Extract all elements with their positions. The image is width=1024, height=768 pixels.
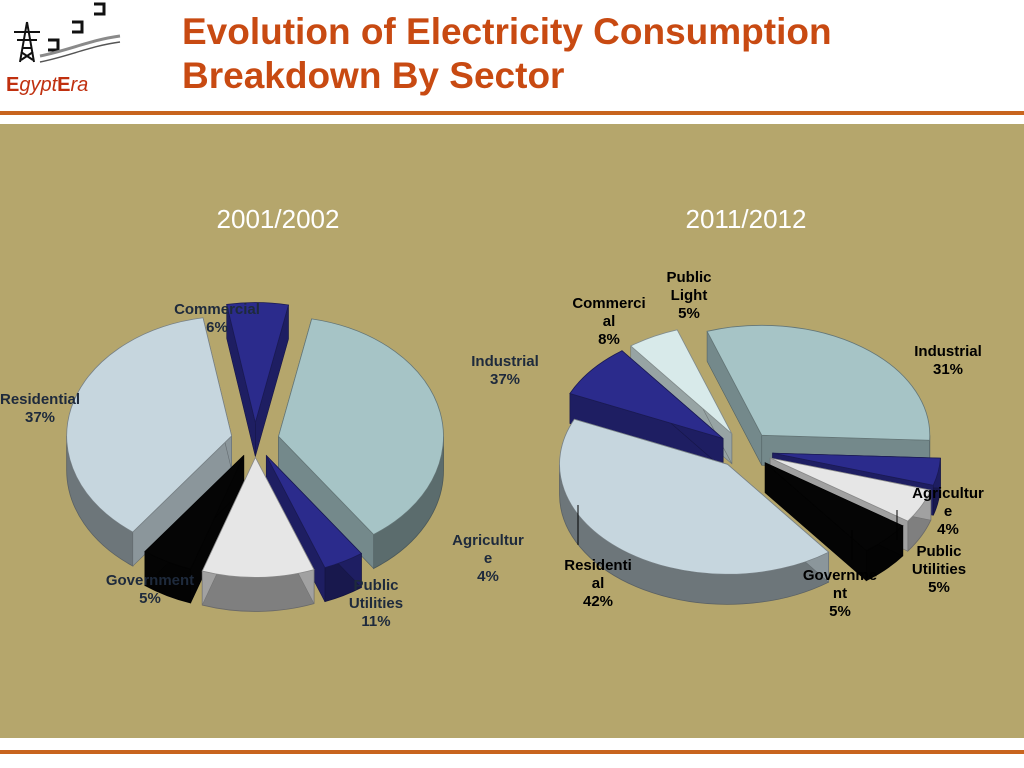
slice-top (201, 456, 315, 578)
label-commercial: Commerci al 8% (572, 295, 645, 348)
pie-chart-2011-2012: 2011/2012 Public Light 5% Industrial 31% Agric… (559, 204, 984, 620)
slice-top (66, 317, 233, 533)
logo-graphic (14, 2, 121, 63)
slice-top (265, 455, 363, 569)
label-residential: Residential 37% (0, 391, 80, 426)
label-agriculture: Agricultur e 4% (912, 485, 984, 538)
label-public-utilities: Public Utilities 11% (349, 577, 403, 630)
slice-commercial (569, 350, 724, 470)
label-public-light: Public Light 5% (666, 269, 711, 322)
chart-title: 2001/2002 (217, 204, 340, 234)
slice-top (144, 455, 245, 570)
slice-top (559, 418, 830, 575)
slice-top (769, 457, 932, 522)
slice-top (630, 329, 733, 435)
egyptera-logo: EgyptEra (0, 0, 150, 110)
slice-top (764, 462, 904, 552)
slice-residential (66, 317, 233, 567)
label-industrial: Industrial 37% (471, 353, 539, 388)
top-divider (0, 111, 1024, 115)
pie-chart-2001-2002: 2001/2002 Commercial 6% Industrial 37% Agricu… (0, 204, 539, 630)
chart-title: 2011/2012 (686, 204, 807, 234)
label-public-utilities: Public Utilities 5% (912, 543, 966, 596)
slice-top (278, 318, 444, 535)
slice-top (226, 302, 290, 425)
label-industrial: Industrial 31% (914, 343, 982, 378)
slice-industrial (706, 324, 931, 471)
slice-industrial (278, 318, 444, 570)
page-title: Evolution of Electricity Consumption Bre… (182, 10, 1002, 98)
title-line-1: Evolution of Electricity Consumption (182, 11, 832, 52)
slice-agriculture (265, 454, 363, 603)
bottom-divider (0, 750, 1024, 754)
logo-text: EgyptEra (6, 74, 89, 96)
slice-top (706, 324, 931, 441)
slice-government (144, 454, 245, 604)
slice-public-utilities (201, 456, 315, 612)
slice-top (772, 452, 941, 486)
slice-top (569, 350, 724, 439)
slice-government (764, 462, 904, 582)
label-agriculture: Agricultur e 4% (452, 532, 524, 585)
label-commercial: Commercial 6% (174, 301, 260, 336)
label-residential: Residenti al 42% (564, 557, 632, 610)
slice-residential (559, 418, 830, 605)
title-line-2: Breakdown By Sector (182, 55, 565, 96)
slice-commercial (226, 302, 290, 457)
